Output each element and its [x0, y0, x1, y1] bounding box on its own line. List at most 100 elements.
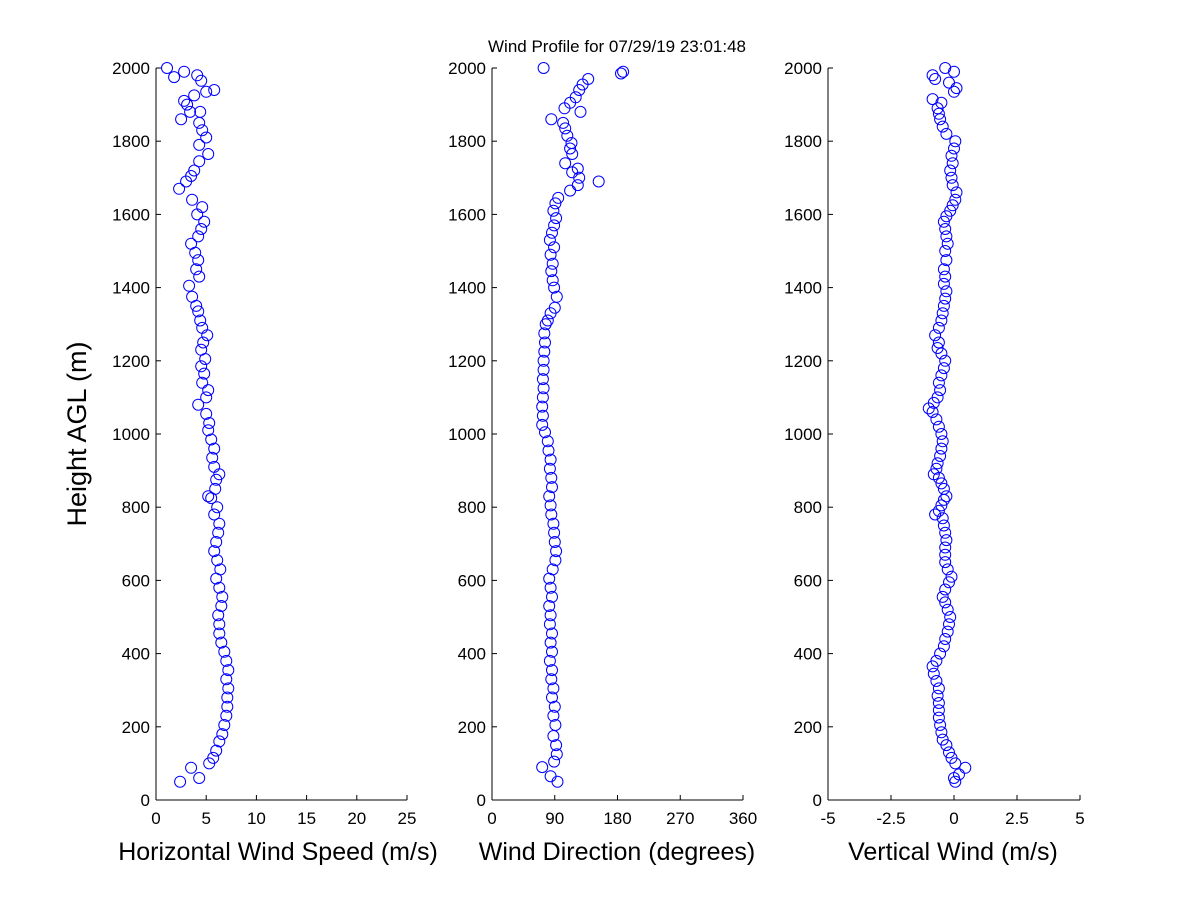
data-point — [546, 274, 559, 287]
x-tick-label: -5 — [820, 809, 835, 828]
data-point — [943, 76, 955, 89]
data-point — [939, 245, 952, 257]
data-point — [932, 420, 945, 433]
data-point — [544, 453, 557, 466]
data-point — [544, 499, 557, 512]
data-point — [544, 581, 557, 594]
data-point — [213, 618, 226, 631]
data-point — [592, 175, 605, 188]
data-point — [932, 336, 945, 349]
data-point — [934, 647, 947, 660]
y-tick-label: 1000 — [784, 425, 822, 444]
data-point — [932, 682, 945, 695]
data-point — [945, 171, 958, 184]
data-point — [538, 345, 551, 358]
data-point — [549, 197, 562, 210]
data-point — [932, 376, 945, 389]
data-point — [927, 667, 940, 680]
data-point — [937, 277, 950, 290]
data-point — [200, 85, 213, 98]
data-point — [945, 751, 958, 764]
data-point — [932, 504, 945, 517]
data-point — [536, 409, 549, 422]
data-point — [539, 426, 551, 439]
data-point — [950, 186, 963, 199]
x-tick-label: 5 — [201, 809, 210, 828]
data-point — [548, 241, 561, 254]
data-point — [574, 105, 587, 118]
data-point — [203, 417, 216, 429]
x-axis-label: Wind Direction (degrees) — [479, 838, 756, 866]
data-point — [547, 682, 560, 695]
data-point — [168, 71, 181, 84]
data-point — [936, 733, 949, 746]
x-tick-label: 0 — [949, 809, 958, 828]
data-point — [544, 770, 557, 783]
data-point — [213, 517, 226, 530]
data-point — [936, 307, 949, 320]
data-point — [222, 664, 235, 677]
data-point — [173, 182, 186, 195]
data-point — [546, 563, 559, 576]
data-point — [185, 237, 198, 250]
data-point — [193, 155, 206, 168]
data-point — [550, 212, 563, 225]
data-point — [184, 105, 197, 118]
data-point — [550, 748, 563, 761]
x-tick-label: 20 — [347, 809, 366, 828]
data-point — [221, 700, 234, 713]
data-point — [220, 709, 233, 722]
data-point — [929, 329, 942, 342]
data-point — [946, 157, 959, 170]
y-tick-label: 800 — [458, 498, 486, 517]
data-point — [549, 719, 562, 731]
data-point — [178, 65, 191, 78]
subplot-3: 0 200 400 600 800 1000 1200 1400 1600 1800 2000 -5 -… — [784, 59, 1085, 866]
data-point — [537, 354, 550, 367]
data-point — [548, 700, 561, 713]
data-point — [548, 755, 561, 768]
x-tick-label: -2.5 — [876, 809, 905, 828]
y-axis-label: Height AGL (m) — [62, 341, 92, 526]
data-point — [930, 413, 943, 426]
data-point — [194, 314, 207, 327]
data-point — [213, 735, 226, 748]
data-point — [932, 107, 945, 120]
data-point — [545, 673, 558, 686]
data-point — [541, 314, 554, 327]
data-point — [934, 384, 947, 397]
data-point — [220, 654, 233, 667]
x-tick-label: 2.5 — [1005, 809, 1029, 828]
data-point — [934, 719, 947, 731]
data-point — [936, 435, 949, 448]
data-point — [937, 482, 950, 495]
data-point — [192, 254, 205, 267]
data-point — [192, 230, 205, 243]
data-point — [207, 751, 220, 764]
y-tick-label: 200 — [458, 718, 486, 737]
data-point — [940, 254, 953, 267]
data-point — [935, 369, 948, 382]
y-tick-label: 800 — [122, 498, 150, 517]
data-point — [536, 761, 549, 774]
data-point — [210, 744, 223, 757]
data-point — [939, 62, 952, 74]
data-point — [543, 490, 556, 503]
data-point — [932, 321, 945, 334]
data-point — [212, 609, 225, 622]
data-point — [935, 314, 948, 327]
data-point — [546, 645, 558, 658]
y-tick-label: 400 — [122, 645, 150, 664]
y-tick-label: 2000 — [112, 59, 150, 78]
data-point — [545, 113, 558, 126]
data-point — [190, 263, 203, 276]
data-point — [931, 689, 944, 702]
x-tick-label: 180 — [603, 809, 631, 828]
data-point — [215, 636, 228, 649]
data-point — [932, 697, 945, 709]
data-point — [934, 450, 947, 462]
x-tick-label: 90 — [545, 809, 564, 828]
data-point — [192, 305, 205, 318]
data-point — [536, 373, 549, 386]
data-point — [206, 451, 219, 464]
